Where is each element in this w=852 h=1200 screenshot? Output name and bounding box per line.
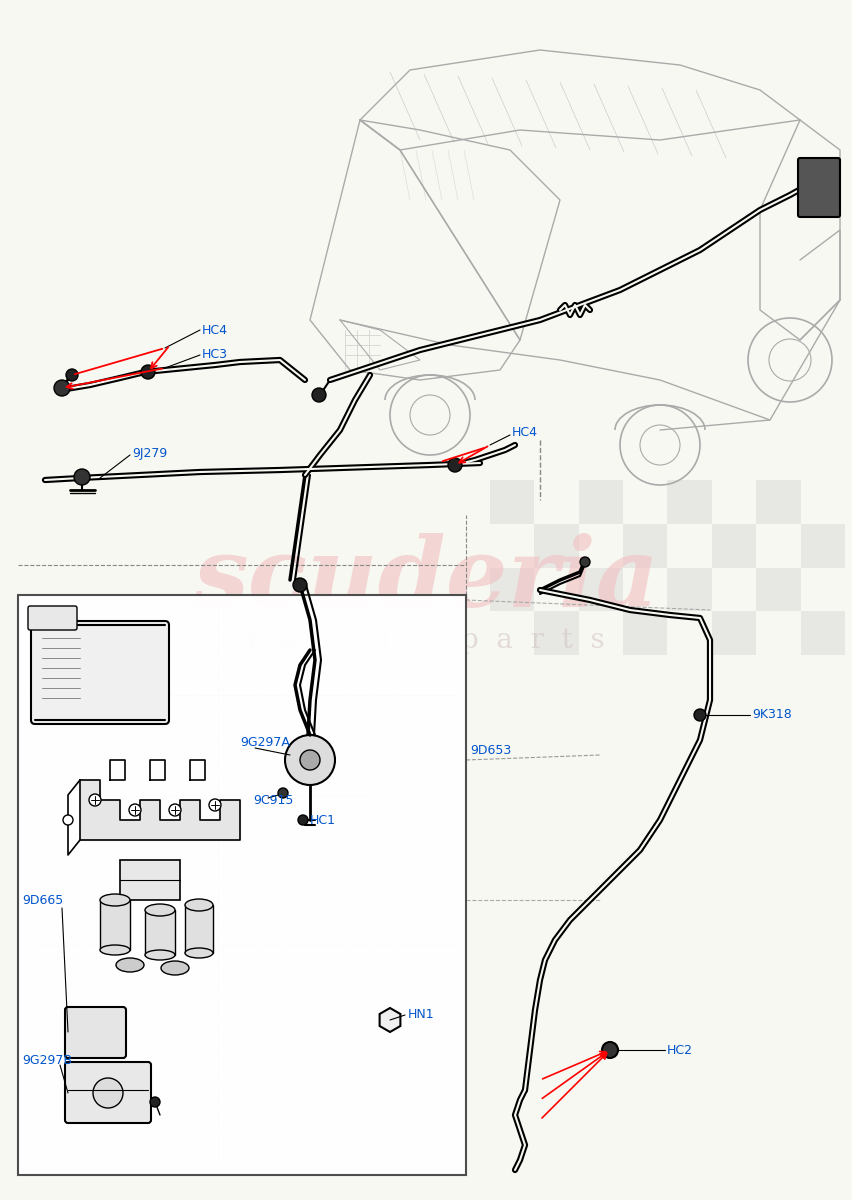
Circle shape (74, 469, 90, 485)
Circle shape (300, 750, 320, 770)
Text: 9J279: 9J279 (132, 446, 167, 460)
Ellipse shape (145, 950, 175, 960)
Circle shape (150, 1097, 160, 1106)
Bar (120, 860, 180, 900)
Circle shape (63, 815, 73, 826)
Bar (623, 611, 667, 655)
Text: HN1: HN1 (408, 1008, 435, 1021)
Bar (801, 611, 845, 655)
Circle shape (278, 788, 288, 798)
Bar (667, 568, 712, 611)
Circle shape (298, 815, 308, 826)
Circle shape (66, 370, 78, 382)
Ellipse shape (100, 946, 130, 955)
Bar (145, 910, 175, 955)
Text: HC2: HC2 (667, 1044, 693, 1056)
Circle shape (448, 458, 462, 472)
FancyBboxPatch shape (31, 622, 169, 724)
FancyBboxPatch shape (28, 606, 77, 630)
Bar (623, 523, 667, 568)
Bar (801, 523, 845, 568)
Bar (490, 480, 534, 523)
Text: 9G297A: 9G297A (240, 736, 290, 749)
Circle shape (89, 794, 101, 806)
Bar (757, 480, 801, 523)
Text: r  a  c  i  n  g    p  a  r  t  s: r a c i n g p a r t s (247, 626, 605, 654)
Bar (579, 480, 623, 523)
Circle shape (169, 804, 181, 816)
Text: HC1: HC1 (310, 814, 336, 827)
Circle shape (129, 804, 141, 816)
Bar (534, 611, 579, 655)
Circle shape (694, 709, 706, 721)
Circle shape (141, 365, 155, 379)
FancyBboxPatch shape (65, 1007, 126, 1058)
Bar (667, 480, 712, 523)
Text: scuderia: scuderia (193, 533, 659, 626)
Ellipse shape (185, 899, 213, 911)
Circle shape (209, 799, 221, 811)
Bar (18, 595, 466, 1175)
Ellipse shape (145, 904, 175, 916)
Ellipse shape (100, 894, 130, 906)
FancyBboxPatch shape (65, 1062, 151, 1123)
Text: 9D665: 9D665 (22, 894, 63, 906)
Circle shape (580, 557, 590, 566)
FancyBboxPatch shape (798, 158, 840, 217)
Bar (490, 568, 534, 611)
Text: HC4: HC4 (512, 426, 538, 439)
Ellipse shape (185, 948, 213, 958)
Text: HC3: HC3 (202, 348, 228, 361)
Ellipse shape (161, 961, 189, 974)
Circle shape (285, 734, 335, 785)
Polygon shape (80, 780, 240, 840)
Bar (534, 523, 579, 568)
Bar (712, 523, 757, 568)
Text: 9G297B: 9G297B (22, 1054, 72, 1067)
Bar (757, 568, 801, 611)
Circle shape (93, 1078, 123, 1108)
Bar (712, 611, 757, 655)
Circle shape (602, 1042, 618, 1058)
Bar (100, 900, 130, 950)
Bar (185, 905, 213, 953)
Circle shape (293, 578, 307, 592)
Bar (579, 568, 623, 611)
Ellipse shape (116, 958, 144, 972)
Text: HC4: HC4 (202, 324, 228, 336)
Text: 9D653: 9D653 (470, 744, 511, 756)
Text: 9K318: 9K318 (752, 708, 792, 721)
Text: 9C915: 9C915 (253, 793, 293, 806)
Circle shape (312, 388, 326, 402)
Circle shape (54, 380, 70, 396)
